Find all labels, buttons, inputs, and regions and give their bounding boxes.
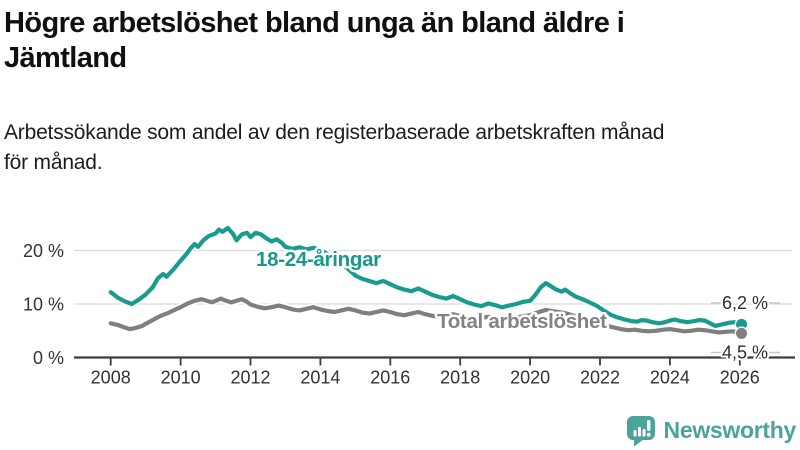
series-label-total: Total arbetslöshet [437,310,607,333]
y-tick-label: 20 % [23,241,64,261]
series-label-youth: 18-24-åringar [256,248,381,271]
subtitle-line-1: Arbetssökande som andel av den registerb… [4,121,665,144]
y-tick-label: 0 % [33,348,64,368]
bar-chart-bubble-icon [626,416,655,447]
x-tick-label: 2014 [300,368,340,388]
series-line-youth [108,225,744,328]
x-tick-label: 2010 [161,368,201,388]
end-value-label-youth: 6,2 % [722,293,768,313]
x-tick-label: 2022 [580,368,620,388]
title-line-1: Högre arbetslöshet bland unga än bland ä… [4,7,625,39]
x-tick-label: 2018 [440,368,480,388]
page-subtitle: Arbetssökande som andel av den registerb… [4,118,796,178]
end-value-label-total: 4,5 % [722,343,768,363]
x-tick-label: 2012 [230,368,270,388]
newsworthy-logo-text: Newsworthy [663,416,797,443]
series-line-total [108,296,744,336]
subtitle-line-2: för månad. [4,151,103,174]
page-title: Högre arbetslöshet bland unga än bland ä… [4,6,784,76]
title-line-2: Jämtland [4,42,127,74]
x-tick-label: 2026 [720,368,760,388]
x-tick-label: 2024 [650,368,690,388]
x-tick-label: 2008 [91,368,131,388]
newsworthy-logo: Newsworthy [626,412,796,448]
end-dot-total [734,326,749,341]
x-tick-label: 2020 [510,368,550,388]
x-tick-label: 2016 [370,368,410,388]
y-tick-label: 10 % [23,295,64,315]
